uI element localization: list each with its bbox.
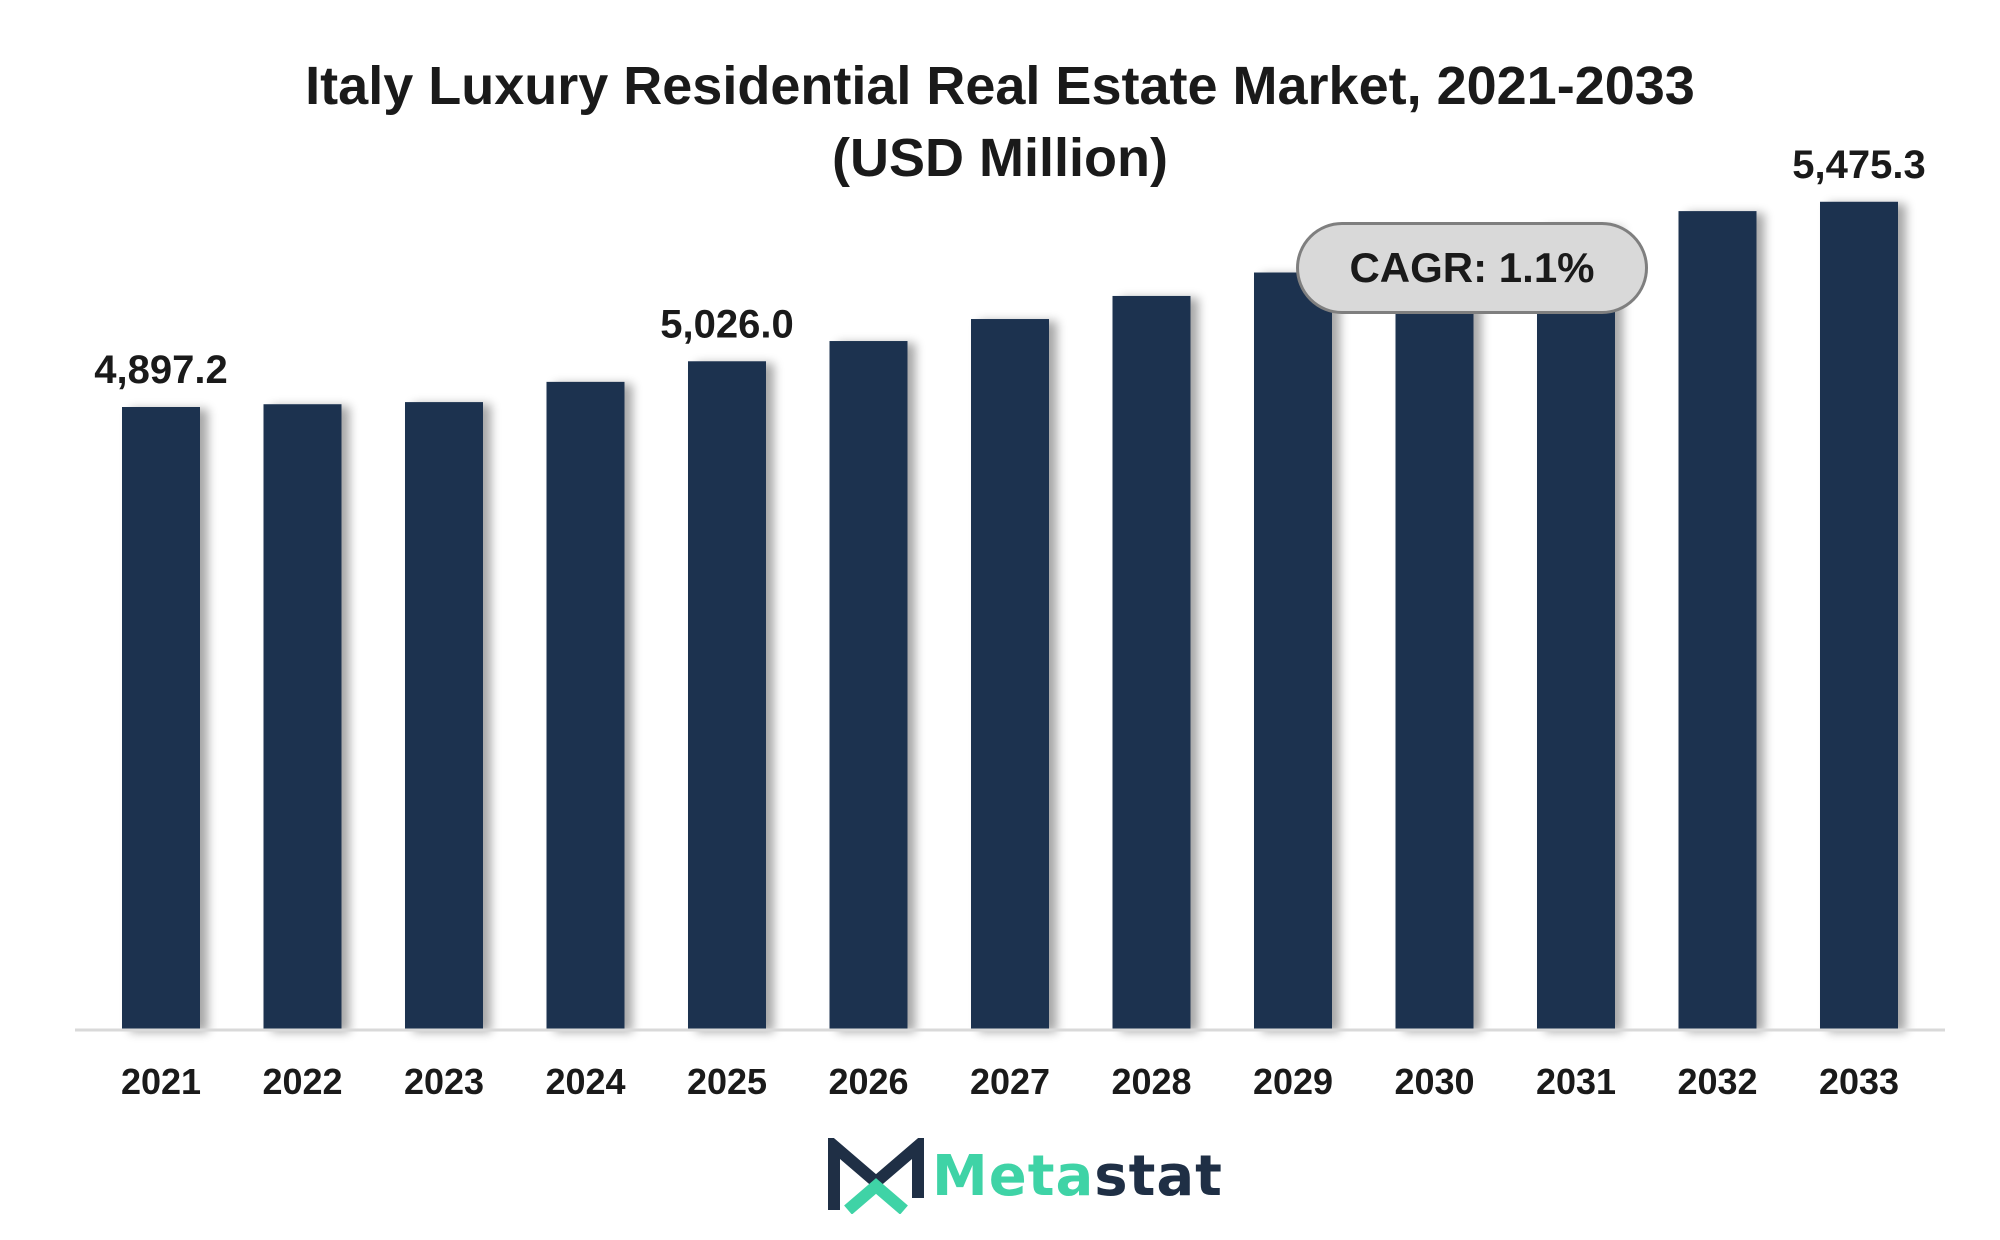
- x-tick-label-2028: 2028: [1111, 1061, 1191, 1102]
- data-label-2021: 4,897.2: [94, 348, 227, 392]
- bar-2023: [405, 402, 483, 1030]
- bar-2021: [122, 407, 200, 1030]
- bar-2024: [546, 381, 625, 1031]
- x-tick-label-2023: 2023: [404, 1061, 484, 1102]
- x-tick-label-2027: 2027: [970, 1061, 1050, 1102]
- logo-wordmark: Metastat: [932, 1144, 1223, 1209]
- x-tick-label-2026: 2026: [828, 1061, 908, 1102]
- metastat-logo: Metastat: [826, 1136, 1223, 1216]
- bar-2022: [263, 404, 342, 1031]
- metastat-m-logo-icon: [828, 1138, 924, 1214]
- x-tick-label-2030: 2030: [1394, 1061, 1474, 1102]
- cagr-badge: CAGR: 1.1%: [1296, 222, 1648, 314]
- logo-text-stat: stat: [1094, 1143, 1223, 1209]
- x-tick-label-2033: 2033: [1819, 1061, 1899, 1102]
- bar-2030: [1395, 248, 1474, 1031]
- x-tick-label-2025: 2025: [687, 1061, 767, 1102]
- data-labels: 4,897.2 5,026.0 5,475.3: [94, 143, 1925, 392]
- logo-text-meta: Meta: [932, 1143, 1095, 1209]
- data-label-2025: 5,026.0: [660, 302, 793, 346]
- bar-2029: [1254, 272, 1332, 1030]
- x-tick-label-2024: 2024: [545, 1061, 625, 1102]
- bars-group: [122, 201, 1898, 1031]
- chart-title-line1: Italy Luxury Residential Real Estate Mar…: [305, 56, 1695, 116]
- bar-2027: [971, 319, 1049, 1030]
- chart-title-line2: (USD Million): [832, 128, 1168, 188]
- x-tick-label-2029: 2029: [1253, 1061, 1333, 1102]
- bar-2026: [829, 341, 908, 1030]
- x-tick-label-2031: 2031: [1536, 1061, 1616, 1102]
- x-tick-label-2032: 2032: [1677, 1061, 1757, 1102]
- data-label-2033: 5,475.3: [1792, 143, 1925, 187]
- bar-2025: [688, 361, 766, 1030]
- bar-2028: [1112, 295, 1191, 1030]
- x-tick-labels: 2021 2022 2023 2024 2025 2026 2027 2028 2029 2030…: [121, 1061, 1899, 1102]
- x-tick-label-2021: 2021: [121, 1061, 201, 1102]
- bar-2033: [1820, 201, 1898, 1030]
- x-tick-label-2022: 2022: [262, 1061, 342, 1102]
- bar-2031: [1537, 225, 1615, 1030]
- chart-title: Italy Luxury Residential Real Estate Mar…: [0, 50, 2000, 194]
- bar-2032: [1678, 211, 1757, 1031]
